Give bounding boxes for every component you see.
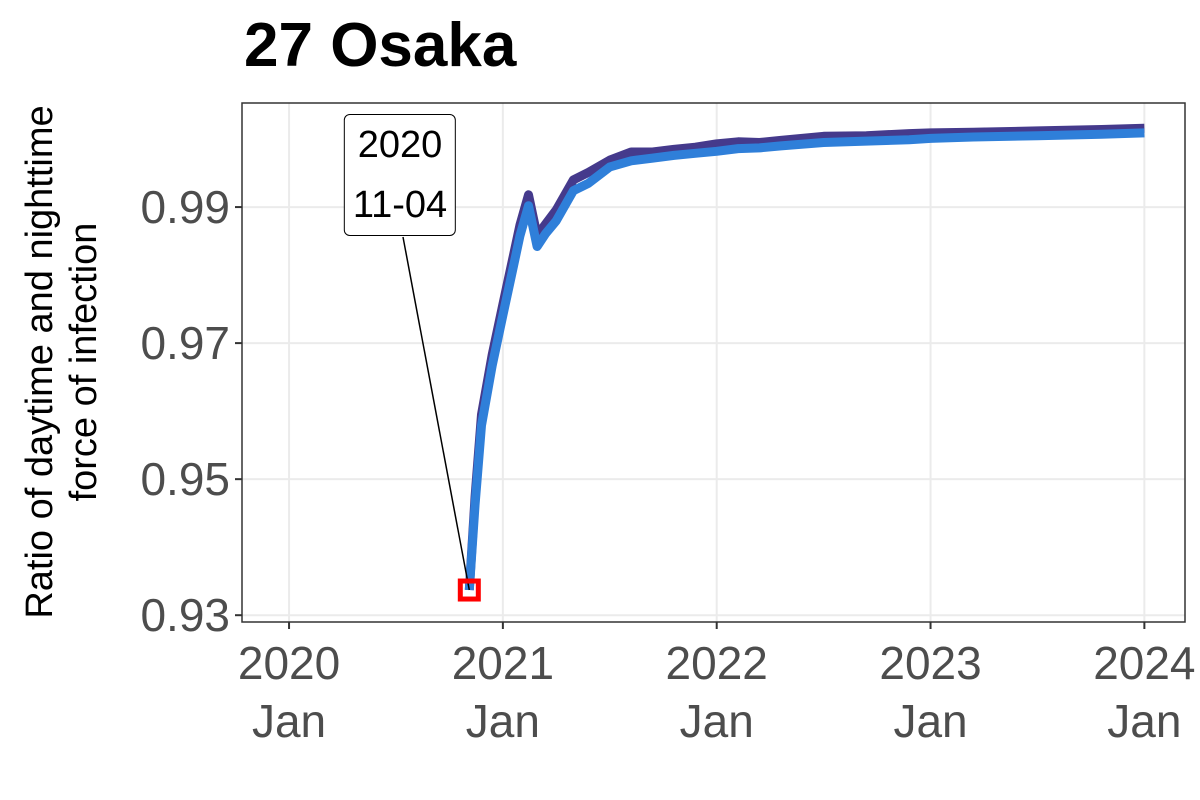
x-tick-label: 2021 Jan — [451, 637, 555, 747]
x-tick-label: 2020 Jan — [237, 637, 341, 747]
annotation-connector — [402, 236, 471, 591]
y-tick-label: 0.93 — [140, 589, 230, 642]
y-tick-label: 0.99 — [140, 181, 230, 234]
y-tick-label: 0.97 — [140, 317, 230, 370]
annotation-label: 2020 11-04 — [343, 114, 457, 236]
annotation-marker — [457, 578, 481, 602]
x-tick-label: 2022 Jan — [665, 637, 768, 747]
y-axis-title: Ratio of daytime and nighttime force of … — [19, 105, 105, 619]
x-tick-label: 2023 Jan — [879, 637, 982, 747]
x-tick-label: 2024 Jan — [1093, 637, 1196, 747]
y-tick-label: 0.95 — [140, 453, 230, 506]
chart-title: 27 Osaka — [244, 11, 517, 80]
plot-border — [241, 102, 1186, 623]
series-line — [464, 128, 1145, 591]
